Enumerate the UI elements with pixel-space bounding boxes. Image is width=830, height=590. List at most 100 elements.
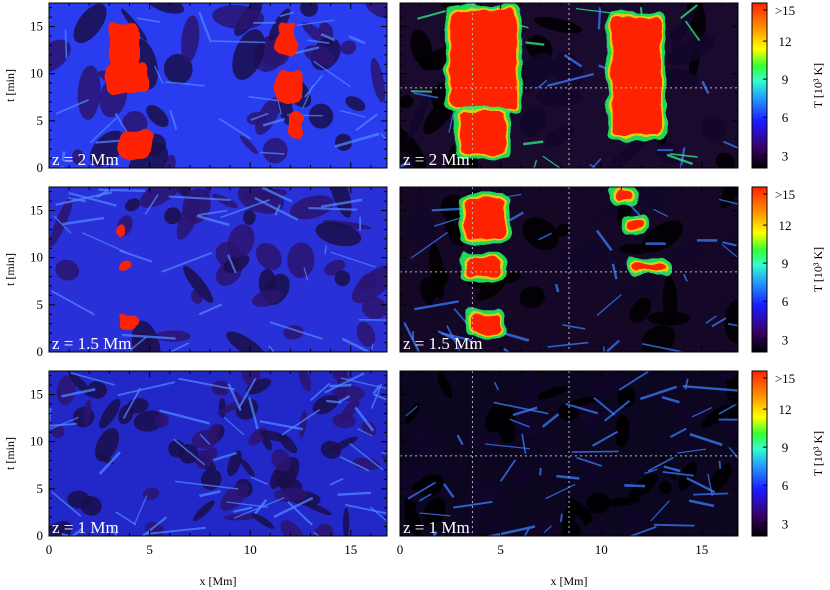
- cool-cell: [87, 381, 107, 399]
- colorbar-tick-label: 6: [782, 478, 789, 493]
- cool-cell: [334, 270, 351, 287]
- filament: [341, 337, 372, 352]
- filament: [560, 513, 563, 523]
- y-tick-label: 15: [30, 19, 43, 34]
- hot-region: [117, 262, 134, 270]
- cool-cell: [671, 6, 696, 49]
- filament: [199, 489, 221, 498]
- cool-cell: [121, 111, 148, 137]
- filament: [602, 346, 605, 352]
- filament: [250, 476, 269, 486]
- filament: [723, 140, 738, 150]
- filament: [437, 330, 461, 343]
- x-tick-label: 15: [695, 542, 708, 557]
- filament: [165, 81, 205, 87]
- filament: [340, 456, 370, 472]
- filament: [576, 456, 603, 467]
- cool-cell: [315, 221, 362, 247]
- filament: [61, 151, 66, 162]
- filament: [111, 524, 118, 536]
- cool-cell: [571, 61, 584, 90]
- y-tick-label: 10: [30, 434, 43, 449]
- cool-cell: [659, 480, 672, 495]
- filament: [296, 19, 335, 27]
- cool-cell: [51, 424, 65, 439]
- filament: [337, 491, 371, 496]
- filament: [175, 480, 239, 490]
- cool-cell: [556, 223, 570, 237]
- cool-cell: [154, 413, 169, 428]
- panel-frame: [48, 186, 388, 353]
- colorbar-tick-label: >15: [775, 371, 795, 386]
- hot-region: [615, 191, 634, 202]
- colorbar-tick-label: 12: [779, 218, 792, 233]
- filament: [61, 388, 96, 398]
- x-tick-label: 0: [397, 542, 404, 557]
- filament: [227, 383, 242, 411]
- filament: [707, 473, 713, 497]
- plot-area: z = 2 Mm 0 5 10 15 t [min] z = 2 Mm 3 6 9 12 >15 T […: [3, 2, 825, 557]
- cool-cell: [181, 15, 200, 63]
- filament: [137, 17, 161, 23]
- filament: [154, 65, 164, 84]
- filament: [624, 484, 646, 488]
- filament: [71, 527, 83, 536]
- cool-cell: [192, 500, 215, 521]
- cool-cell: [226, 331, 267, 352]
- cool-cell: [99, 398, 121, 429]
- filament: [669, 153, 698, 158]
- filament: [593, 397, 616, 416]
- x-tick-label: 5: [497, 542, 504, 557]
- panel-frame: [48, 370, 388, 537]
- filament: [308, 206, 357, 211]
- cool-cell: [300, 500, 333, 516]
- filament: [485, 443, 531, 450]
- cool-cell: [584, 521, 603, 536]
- hot-region: [464, 257, 501, 277]
- filament: [542, 155, 561, 168]
- filament: [596, 293, 622, 317]
- cool-cell: [457, 459, 469, 472]
- cool-cell: [287, 242, 315, 279]
- y-tick-label: 10: [30, 250, 43, 265]
- cool-cell: [262, 137, 288, 164]
- panel-label-z: z = 1 Mm: [403, 518, 470, 537]
- filament: [663, 465, 681, 473]
- colorbar-tick-label: 3: [782, 148, 789, 163]
- filament: [354, 406, 375, 432]
- filament: [248, 397, 259, 430]
- filament: [269, 321, 323, 340]
- cool-cell: [300, 3, 318, 17]
- filament: [525, 41, 545, 46]
- filament: [250, 112, 269, 121]
- cool-cell: [313, 523, 334, 536]
- filament: [115, 511, 137, 526]
- filament: [523, 528, 530, 536]
- filament: [410, 231, 448, 259]
- cool-cell: [605, 496, 641, 507]
- filament: [688, 499, 715, 508]
- filament: [303, 267, 309, 281]
- y-tick-label: 10: [30, 66, 43, 81]
- hot-region: [631, 263, 666, 270]
- cool-cell: [407, 94, 430, 140]
- filament: [254, 196, 299, 221]
- filament: [653, 523, 695, 527]
- cool-cell: [56, 375, 76, 406]
- cool-cell: [607, 136, 649, 168]
- filament: [680, 4, 698, 19]
- hot-region: [460, 111, 505, 154]
- filament: [89, 117, 117, 144]
- cool-cell: [476, 455, 487, 469]
- cool-cell: [512, 52, 553, 95]
- filament: [218, 118, 252, 140]
- filament: [53, 215, 72, 234]
- cool-cell: [67, 490, 91, 509]
- colorbar-tick-label: 12: [779, 34, 792, 49]
- cool-cell: [687, 3, 706, 38]
- cool-cell: [721, 417, 738, 438]
- colorbar-tick-label: >15: [775, 3, 795, 18]
- cool-cell: [403, 505, 422, 536]
- colorbar-tick-label: 3: [782, 516, 789, 531]
- colorbar-tick-label: 6: [782, 294, 789, 309]
